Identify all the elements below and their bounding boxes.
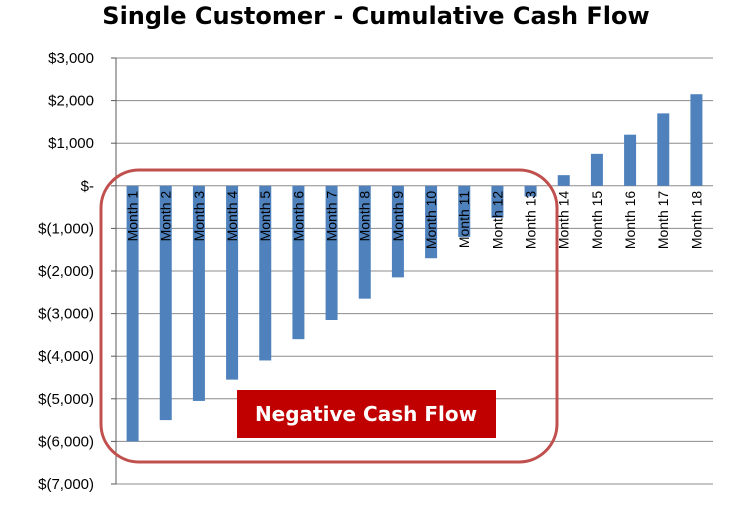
negative-region-outline: [99, 168, 559, 464]
category-label: Month 1: [125, 191, 141, 242]
y-tick-label: $(5,000): [38, 391, 94, 408]
bar-month-14: [557, 175, 570, 186]
category-label: Month 4: [224, 191, 240, 242]
bar-month-1: [126, 185, 139, 442]
category-label: Month 6: [290, 191, 306, 242]
category-label: Month 16: [622, 191, 638, 250]
category-label: Month 15: [589, 191, 605, 250]
bar-month-9: [391, 185, 404, 278]
bar-month-11: [458, 185, 471, 237]
negative-cash-flow-box: [237, 390, 496, 438]
bar-month-15: [590, 153, 603, 186]
y-axis-ticks: $3,000 $2,000 $1,000 $- $(1,000) $(2,000) $(3,…: [38, 50, 116, 493]
bar-month-18: [690, 94, 703, 186]
bar-month-7: [325, 185, 338, 320]
bars: [126, 94, 703, 442]
bar-month-2: [159, 185, 172, 421]
chart-title: Single Customer - Cumulative Cash Flow: [102, 2, 649, 30]
bar-month-4: [226, 185, 239, 380]
category-label: Month 8: [357, 191, 373, 242]
negative-cash-flow-label: Negative Cash Flow: [255, 402, 477, 426]
bar-month-10: [425, 185, 438, 259]
y-tick-label: $(3,000): [38, 306, 94, 323]
category-label: Month 5: [257, 191, 273, 242]
y-tick-label: $-: [81, 178, 94, 195]
y-tick-label: $(2,000): [38, 263, 94, 280]
category-label: Month 10: [423, 191, 439, 250]
category-label: Month 13: [523, 191, 539, 250]
y-tick-label: $3,000: [48, 50, 94, 67]
y-tick-label: $2,000: [48, 93, 94, 110]
y-tick-label: $1,000: [48, 135, 94, 152]
y-tick-label: $(4,000): [38, 348, 94, 365]
bar-month-8: [358, 185, 371, 299]
bar-month-5: [259, 185, 272, 361]
category-label: Month 11: [456, 191, 472, 249]
category-label: Month 14: [556, 191, 572, 250]
y-tick-label: $(6,000): [38, 433, 94, 450]
gridlines: [116, 57, 713, 485]
category-label: Month 2: [158, 191, 174, 242]
category-labels: Month 1 Month 2 Month 3 Month 4 Month 5 Month…: [125, 191, 705, 250]
bar-month-13: [524, 185, 537, 197]
category-label: Month 9: [390, 191, 406, 242]
y-tick-label: $(1,000): [38, 220, 94, 237]
bar-month-17: [657, 113, 670, 186]
category-label: Month 7: [324, 191, 340, 242]
category-label: Month 12: [489, 191, 505, 250]
bar-month-3: [192, 185, 205, 401]
bar-month-12: [491, 185, 504, 218]
category-label: Month 18: [688, 191, 704, 250]
category-label: Month 17: [655, 191, 671, 250]
category-label: Month 3: [191, 191, 207, 242]
bar-month-6: [292, 185, 305, 340]
y-tick-label: $(7,000): [38, 476, 94, 493]
bar-month-16: [624, 134, 637, 186]
